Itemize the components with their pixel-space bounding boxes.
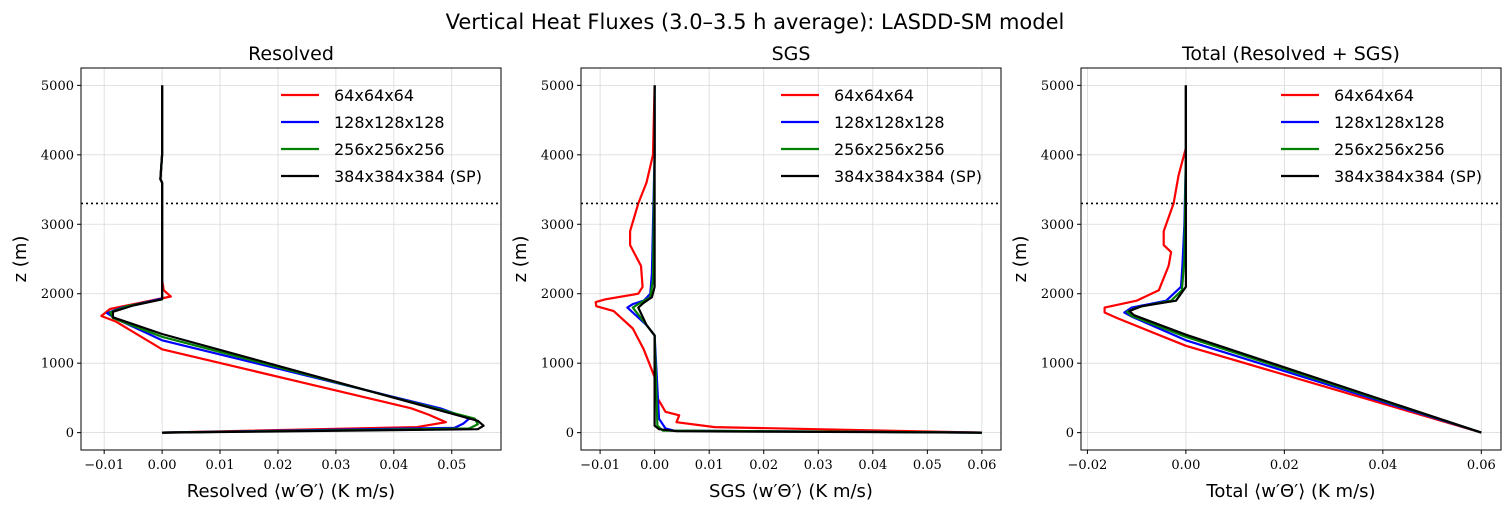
x-tick-label: 0.00 <box>640 458 669 473</box>
x-tick-label: 0.03 <box>321 458 350 473</box>
y-tick-label: 3000 <box>1041 218 1074 233</box>
series-line-4 <box>111 85 485 434</box>
x-tick-label: 0.01 <box>695 458 724 473</box>
series-line-4 <box>637 85 982 434</box>
x-tick-label: 0.02 <box>263 458 292 473</box>
x-axis-label: Total ⟨w′Θ′⟩ (K m/s) <box>1205 481 1375 502</box>
y-tick-label: 5000 <box>1041 79 1074 94</box>
y-tick-label: 4000 <box>41 148 74 163</box>
x-tick-label: 0.02 <box>749 458 778 473</box>
series-line-1 <box>594 85 982 434</box>
y-tick-label: 1000 <box>1041 357 1074 372</box>
panel-2: −0.01 0.00 0.01 0.02 0.03 0.04 0.05 0.06 0 1000 20… <box>510 43 1002 502</box>
panel-title: Resolved <box>248 43 334 65</box>
series-line-2 <box>626 85 982 434</box>
y-axis-label: z (m) <box>10 236 31 283</box>
x-axis-label: SGS ⟨w′Θ′⟩ (K m/s) <box>709 481 873 502</box>
legend-label-4: 384x384x384 (SP) <box>834 167 982 186</box>
y-tick-label: 2000 <box>1041 287 1074 302</box>
legend-label-3: 256x256x256 <box>1334 140 1445 159</box>
series-line-1 <box>1103 85 1482 434</box>
plot-area <box>1103 85 1482 434</box>
x-tick-label: 0.06 <box>1467 458 1496 473</box>
y-tick-label: 3000 <box>541 218 574 233</box>
x-tick-label: 0.04 <box>379 458 408 473</box>
plot-area <box>100 85 485 434</box>
legend: 64x64x64 128x128x128 256x256x256 384x384x38… <box>1281 86 1482 186</box>
x-tick-label: 0.05 <box>913 458 942 473</box>
y-tick-label: 1000 <box>41 357 74 372</box>
x-tick-label: 0.00 <box>148 458 177 473</box>
panel-title: SGS <box>772 43 811 65</box>
x-tick-label: −0.01 <box>580 458 620 473</box>
legend-label-2: 128x128x128 <box>334 113 445 132</box>
chart-panels: −0.01 0.00 0.01 0.02 0.03 0.04 0.05 0 1000 2000 30… <box>10 43 1502 502</box>
legend-label-4: 384x384x384 (SP) <box>1334 167 1482 186</box>
figure-title: Vertical Heat Fluxes (3.0–3.5 h average)… <box>446 10 1065 34</box>
x-tick-label: 0.01 <box>206 458 235 473</box>
x-axis-label: Resolved ⟨w′Θ′⟩ (K m/s) <box>187 481 395 502</box>
y-tick-label: 4000 <box>541 148 574 163</box>
y-tick-label: 2000 <box>41 287 74 302</box>
x-tick-label: 0.04 <box>858 458 887 473</box>
y-axis-label: z (m) <box>510 236 531 283</box>
legend-label-4: 384x384x384 (SP) <box>334 167 482 186</box>
legend-label-1: 64x64x64 <box>334 86 414 105</box>
x-tick-label: 0.05 <box>437 458 466 473</box>
legend-label-2: 128x128x128 <box>1334 113 1445 132</box>
legend-label-1: 64x64x64 <box>1334 86 1414 105</box>
y-tick-label: 2000 <box>541 287 574 302</box>
panel-1: −0.01 0.00 0.01 0.02 0.03 0.04 0.05 0 1000 2000 30… <box>10 43 502 502</box>
y-tick-label: 4000 <box>1041 148 1074 163</box>
panel-3: −0.02 0.00 0.02 0.04 0.06 0 1000 2000 3000 4000 50… <box>1010 43 1502 502</box>
legend: 64x64x64 128x128x128 256x256x256 384x384x38… <box>281 86 482 186</box>
y-axis-label: z (m) <box>1010 236 1031 283</box>
axes-frame <box>1080 67 1502 451</box>
series-line-4 <box>1128 85 1482 434</box>
panel-title: Total (Resolved + SGS) <box>1181 43 1400 65</box>
x-tick-label: 0.02 <box>1270 458 1299 473</box>
axes-frame <box>580 67 1002 451</box>
x-tick-label: −0.02 <box>1067 458 1107 473</box>
x-tick-label: 0.04 <box>1368 458 1397 473</box>
legend-label-1: 64x64x64 <box>834 86 914 105</box>
axes-frame <box>80 67 502 451</box>
series-line-3 <box>631 85 982 434</box>
legend-label-3: 256x256x256 <box>334 140 445 159</box>
y-tick-label: 1000 <box>541 357 574 372</box>
y-tick-label: 5000 <box>541 79 574 94</box>
y-tick-label: 5000 <box>41 79 74 94</box>
plot-area <box>594 85 982 434</box>
x-tick-label: 0.06 <box>967 458 996 473</box>
x-tick-label: 0.03 <box>804 458 833 473</box>
y-tick-label: 3000 <box>41 218 74 233</box>
x-tick-label: −0.01 <box>84 458 124 473</box>
legend-label-2: 128x128x128 <box>834 113 945 132</box>
x-tick-label: 0.00 <box>1171 458 1200 473</box>
y-tick-label: 0 <box>66 426 74 441</box>
legend-label-3: 256x256x256 <box>834 140 945 159</box>
series-line-1 <box>100 85 448 434</box>
legend: 64x64x64 128x128x128 256x256x256 384x384x38… <box>781 86 982 186</box>
y-tick-label: 0 <box>1066 426 1074 441</box>
y-tick-label: 0 <box>566 426 574 441</box>
